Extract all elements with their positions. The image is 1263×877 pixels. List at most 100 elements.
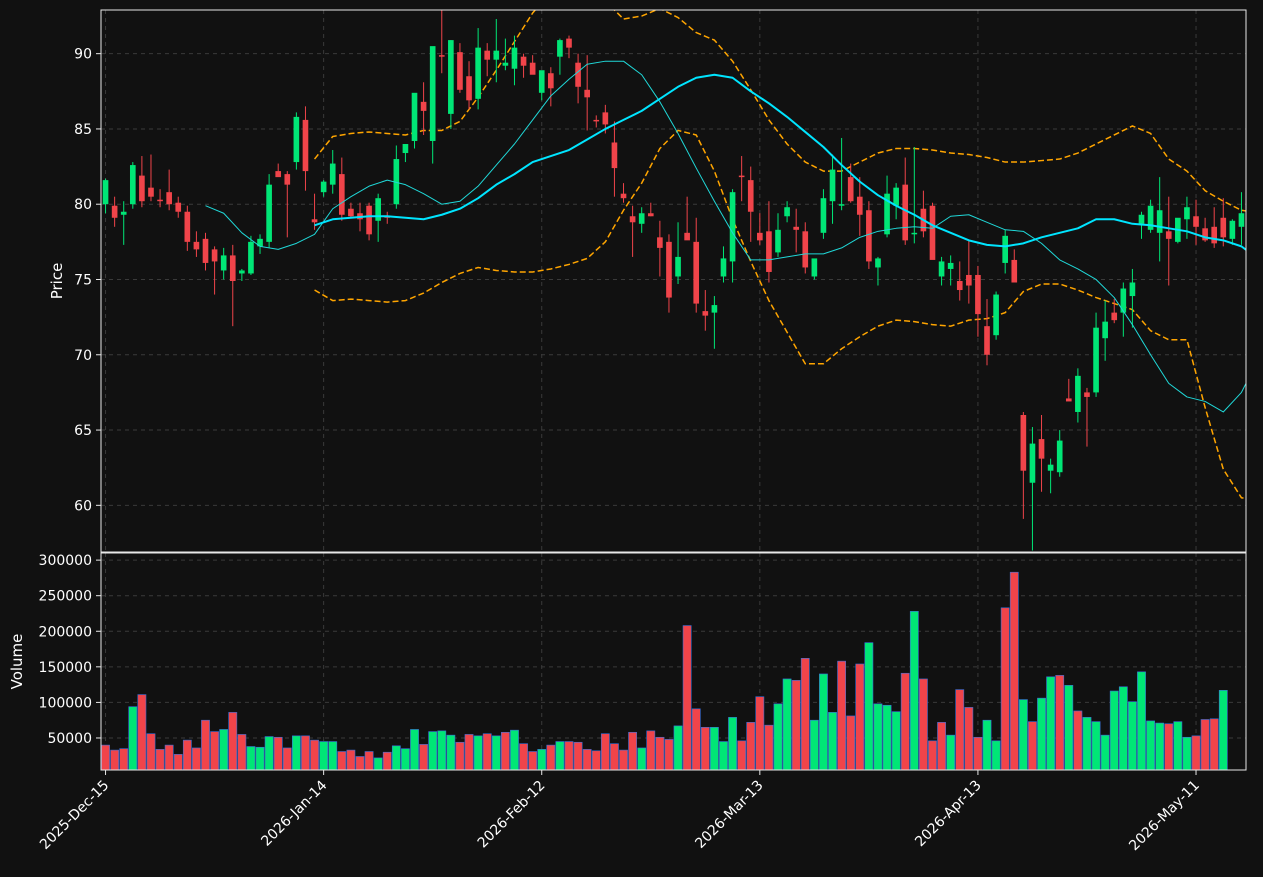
candle-body bbox=[757, 233, 763, 241]
volume-bar bbox=[883, 705, 891, 770]
candle-body bbox=[730, 192, 736, 261]
candle-body bbox=[939, 261, 945, 276]
candle-body bbox=[675, 257, 681, 277]
candle-body bbox=[593, 120, 599, 122]
candle-body bbox=[275, 171, 281, 177]
volume-bar bbox=[474, 736, 482, 770]
candle-body bbox=[157, 200, 163, 202]
candle-body bbox=[1057, 441, 1063, 473]
volume-bar bbox=[738, 741, 746, 770]
volume-bar bbox=[229, 712, 237, 770]
candle-body bbox=[821, 198, 827, 233]
volume-bar bbox=[1110, 691, 1118, 770]
candle-body bbox=[484, 51, 490, 60]
volume-bar bbox=[747, 722, 755, 770]
candle-body bbox=[266, 185, 272, 242]
candle-body bbox=[1030, 444, 1036, 483]
candle-body bbox=[248, 242, 254, 274]
volume-bar bbox=[356, 756, 364, 770]
volume-bar bbox=[783, 679, 791, 770]
volume-bar bbox=[547, 745, 555, 770]
candle-body bbox=[739, 176, 745, 178]
volume-bar bbox=[220, 729, 228, 770]
volume-bar bbox=[101, 745, 109, 770]
price-ylabel: Price bbox=[48, 263, 66, 300]
volume-bar bbox=[320, 742, 328, 770]
volume-bar bbox=[447, 735, 455, 770]
candle-body bbox=[666, 242, 672, 298]
candle-body bbox=[1130, 283, 1136, 297]
candle-body bbox=[1166, 231, 1172, 239]
volume-bar bbox=[183, 740, 191, 770]
volume-bar bbox=[774, 704, 782, 770]
volume-bar bbox=[329, 742, 337, 770]
volume-bar bbox=[1210, 719, 1218, 770]
volume-bar bbox=[992, 741, 1000, 770]
volume-bar bbox=[1156, 723, 1164, 770]
volume-bar bbox=[310, 740, 318, 770]
candle-body bbox=[130, 165, 136, 204]
volume-bar bbox=[410, 729, 418, 770]
candle-body bbox=[239, 270, 245, 273]
volume-bar bbox=[1101, 735, 1109, 770]
candle-body bbox=[230, 255, 236, 281]
volume-bar bbox=[847, 716, 855, 770]
volume-bar bbox=[111, 750, 119, 770]
volume-bar bbox=[147, 734, 155, 770]
volume-bar bbox=[810, 720, 818, 770]
volume-bar bbox=[865, 643, 873, 770]
candle-body bbox=[1184, 207, 1190, 219]
volume-bar bbox=[1083, 717, 1091, 770]
volume-bar bbox=[856, 664, 864, 770]
volume-bar bbox=[574, 742, 582, 770]
volume-bar bbox=[719, 742, 727, 770]
volume-bar bbox=[529, 752, 537, 770]
volume-bar bbox=[974, 737, 982, 770]
candle-body bbox=[103, 180, 109, 204]
candle-body bbox=[448, 40, 454, 114]
volume-bar bbox=[583, 749, 591, 770]
volume-bar bbox=[629, 732, 637, 770]
candle-body bbox=[1139, 215, 1145, 224]
candle-body bbox=[630, 216, 636, 222]
volume-bar bbox=[792, 680, 800, 770]
volume-bar bbox=[247, 747, 255, 770]
candle-body bbox=[139, 176, 145, 202]
candle-body bbox=[1002, 236, 1008, 263]
price-ytick-label: 90 bbox=[74, 47, 92, 63]
volume-bar bbox=[683, 626, 691, 770]
volume-bar bbox=[983, 720, 991, 770]
volume-bar bbox=[519, 744, 527, 770]
volume-bar bbox=[1037, 698, 1045, 770]
candle-body bbox=[1075, 376, 1081, 412]
volume-bar bbox=[965, 707, 973, 770]
volume-bar bbox=[1056, 675, 1064, 770]
candle-body bbox=[348, 209, 354, 217]
candle-body bbox=[766, 231, 772, 272]
volume-bar bbox=[728, 717, 736, 770]
candle-body bbox=[321, 182, 327, 193]
volume-bar bbox=[592, 751, 600, 770]
candle-body bbox=[1066, 398, 1072, 401]
candle-body bbox=[1211, 227, 1217, 244]
volume-bar bbox=[1192, 736, 1200, 770]
candle-body bbox=[830, 170, 836, 202]
candle-body bbox=[284, 174, 290, 185]
candle-body bbox=[412, 93, 418, 141]
volume-bar bbox=[556, 742, 564, 770]
volume-bar bbox=[174, 754, 182, 770]
candle-body bbox=[812, 258, 818, 276]
volume-bar bbox=[501, 732, 509, 770]
volume-bar bbox=[1028, 722, 1036, 770]
candle-body bbox=[212, 249, 218, 261]
price-ytick-label: 65 bbox=[74, 423, 92, 439]
candle-body bbox=[221, 255, 227, 270]
volume-bar bbox=[901, 673, 909, 770]
candle-body bbox=[548, 73, 554, 88]
volume-ytick-label: 50000 bbox=[47, 731, 92, 747]
candle-body bbox=[948, 263, 954, 269]
volume-bar bbox=[401, 749, 409, 770]
volume-bar bbox=[211, 732, 219, 770]
candle-body bbox=[503, 63, 509, 66]
